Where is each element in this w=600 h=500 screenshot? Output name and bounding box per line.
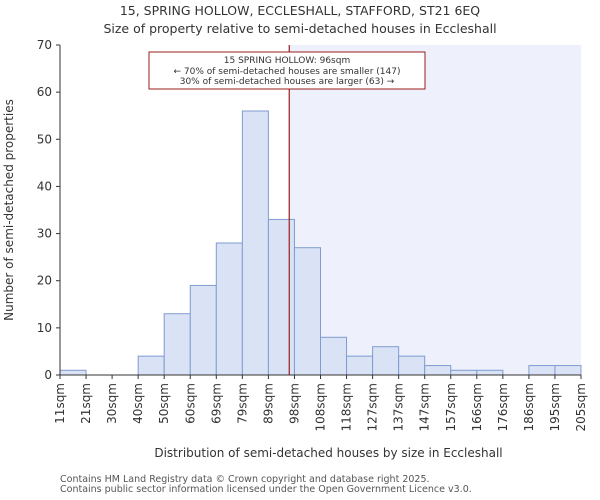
annotation-box: 15 SPRING HOLLOW: 96sqm ← 70% of semi-de… bbox=[148, 51, 426, 90]
chart-subtitle: Size of property relative to semi-detach… bbox=[103, 21, 497, 36]
x-tick-label-69sqm: 69sqm bbox=[209, 383, 223, 424]
bar-137sqm bbox=[398, 355, 426, 376]
annotation-border bbox=[148, 51, 426, 90]
x-tick-label-89sqm: 89sqm bbox=[261, 383, 275, 424]
x-tick-label-205sqm: 205sqm bbox=[574, 383, 588, 431]
chart-title: 15, SPRING HOLLOW, ECCLESHALL, STAFFORD,… bbox=[119, 3, 481, 18]
y-tick-label-20: 20 bbox=[37, 274, 52, 288]
x-tick-label-127sqm: 127sqm bbox=[366, 383, 380, 431]
footer-licence: Contains public sector information licen… bbox=[60, 484, 472, 495]
x-tick-label-40sqm: 40sqm bbox=[131, 383, 145, 424]
x-tick-label-11sqm: 11sqm bbox=[53, 383, 67, 424]
x-tick-label-98sqm: 98sqm bbox=[287, 383, 301, 424]
x-tick-label-137sqm: 137sqm bbox=[392, 383, 406, 431]
bar-50sqm bbox=[163, 313, 191, 376]
bar-89sqm bbox=[267, 218, 295, 376]
x-tick-label-118sqm: 118sqm bbox=[340, 383, 354, 431]
bar-60sqm bbox=[189, 284, 217, 376]
x-axis-label: Distribution of semi-detached houses by … bbox=[154, 446, 502, 460]
larger-region-highlight bbox=[289, 45, 581, 375]
x-tick-label-50sqm: 50sqm bbox=[157, 383, 171, 424]
bar-186sqm bbox=[528, 365, 556, 376]
x-tick-label-79sqm: 79sqm bbox=[235, 383, 249, 424]
annotation-line-2: ← 70% of semi-detached houses are smalle… bbox=[174, 67, 401, 77]
x-tick-label-166sqm: 166sqm bbox=[470, 383, 484, 431]
bars-group bbox=[59, 110, 582, 376]
annotation-line-1: 15 SPRING HOLLOW: 96sqm bbox=[224, 56, 350, 66]
y-tick-label-50: 50 bbox=[37, 132, 52, 146]
y-tick-label-0: 0 bbox=[44, 368, 52, 382]
annotation-line-3: 30% of semi-detached houses are larger (… bbox=[180, 77, 395, 87]
y-tick-label-30: 30 bbox=[37, 227, 52, 241]
bar-11sqm bbox=[59, 369, 87, 376]
bar-195sqm bbox=[554, 365, 582, 376]
x-tick-label-60sqm: 60sqm bbox=[183, 383, 197, 424]
x-tick-label-30sqm: 30sqm bbox=[105, 383, 119, 424]
bar-40sqm bbox=[137, 355, 165, 376]
x-tick-label-21sqm: 21sqm bbox=[79, 383, 93, 424]
bar-127sqm bbox=[372, 346, 400, 376]
bar-79sqm bbox=[241, 110, 269, 376]
bar-147sqm bbox=[424, 365, 452, 376]
y-tick-label-70: 70 bbox=[37, 38, 52, 52]
bar-157sqm bbox=[450, 369, 478, 376]
bar-98sqm bbox=[293, 247, 322, 376]
y-axis-label: Number of semi-detached properties bbox=[2, 99, 16, 321]
axes-group: 0 10 20 30 40 50 60 70 11sqm 21sqm 30sqm 40sqm 50sqm… bbox=[37, 38, 588, 431]
bar-166sqm bbox=[476, 369, 504, 376]
y-tick-label-10: 10 bbox=[37, 321, 52, 335]
x-tick-label-147sqm: 147sqm bbox=[418, 383, 432, 431]
x-tick-label-157sqm: 157sqm bbox=[444, 383, 458, 431]
y-tick-label-60: 60 bbox=[37, 85, 52, 99]
x-tick-label-195sqm: 195sqm bbox=[548, 383, 562, 431]
bar-108sqm bbox=[320, 336, 348, 376]
bar-69sqm bbox=[215, 242, 243, 376]
y-tick-label-40: 40 bbox=[37, 179, 52, 193]
x-tick-label-176sqm: 176sqm bbox=[496, 383, 510, 431]
bar-118sqm bbox=[346, 355, 374, 376]
x-tick-label-186sqm: 186sqm bbox=[522, 383, 536, 431]
x-tick-label-108sqm: 108sqm bbox=[314, 383, 328, 431]
footer-copyright: Contains HM Land Registry data © Crown c… bbox=[60, 474, 430, 485]
